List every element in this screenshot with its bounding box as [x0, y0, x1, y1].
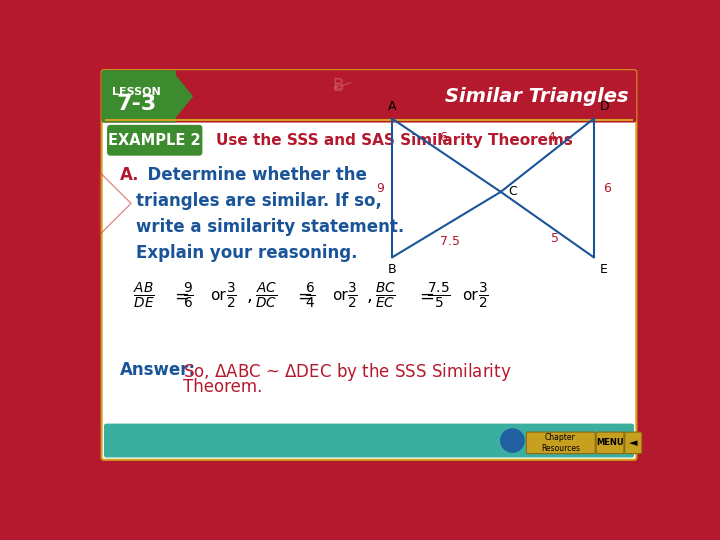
Text: 4: 4: [547, 132, 555, 145]
Text: $\frac{9}{6}$: $\frac{9}{6}$: [183, 281, 194, 311]
Text: Chapter
Resources: Chapter Resources: [541, 433, 580, 453]
Text: C: C: [508, 185, 517, 198]
Text: Answer:: Answer:: [120, 361, 196, 379]
Text: EXAMPLE 2: EXAMPLE 2: [108, 133, 201, 148]
Text: $\frac{3}{2}$: $\frac{3}{2}$: [225, 281, 236, 311]
Circle shape: [500, 428, 525, 453]
Text: Use the SSS and SAS Similarity Theorems: Use the SSS and SAS Similarity Theorems: [216, 133, 573, 148]
Text: E: E: [600, 264, 608, 276]
FancyBboxPatch shape: [107, 125, 202, 156]
FancyBboxPatch shape: [625, 432, 642, 454]
Bar: [104, 72, 634, 120]
Text: $\frac{6}{4}$: $\frac{6}{4}$: [305, 281, 316, 311]
FancyBboxPatch shape: [596, 432, 624, 454]
Text: $\frac{3}{2}$: $\frac{3}{2}$: [477, 281, 488, 311]
Text: LESSON: LESSON: [112, 87, 161, 97]
Text: ,: ,: [246, 287, 252, 305]
Text: D: D: [600, 99, 610, 112]
Text: A.: A.: [120, 166, 139, 185]
Text: 9: 9: [377, 181, 384, 194]
Text: $\frac{7.5}{5}$: $\frac{7.5}{5}$: [427, 281, 451, 311]
Text: A: A: [388, 99, 397, 112]
FancyBboxPatch shape: [104, 423, 634, 457]
Text: Theorem.: Theorem.: [183, 378, 262, 396]
Text: $\frac{AC}{DC}$: $\frac{AC}{DC}$: [255, 281, 277, 311]
Text: ,: ,: [366, 287, 372, 305]
Text: 7.5: 7.5: [441, 235, 460, 248]
FancyBboxPatch shape: [102, 70, 176, 123]
Polygon shape: [104, 72, 193, 120]
Text: Similar Triangles: Similar Triangles: [445, 87, 629, 106]
Text: B: B: [333, 77, 343, 96]
FancyBboxPatch shape: [526, 432, 595, 454]
Text: 5: 5: [551, 232, 559, 245]
Text: $\frac{AB}{DE}$: $\frac{AB}{DE}$: [132, 281, 155, 311]
Text: or: or: [332, 288, 348, 303]
Text: $=$: $=$: [415, 287, 434, 305]
Text: ◄: ◄: [629, 438, 637, 448]
Text: 7-3: 7-3: [117, 94, 157, 114]
Text: 6: 6: [438, 132, 446, 145]
Text: So, $\Delta$ABC ~ $\Delta$DEC by the SSS Similarity: So, $\Delta$ABC ~ $\Delta$DEC by the SSS…: [183, 361, 511, 383]
Text: $\frac{3}{2}$: $\frac{3}{2}$: [347, 281, 358, 311]
Text: Determine whether the
triangles are similar. If so,
write a similarity statement: Determine whether the triangles are simi…: [137, 166, 405, 261]
Text: $=$: $=$: [171, 287, 190, 305]
Text: $\frac{BC}{EC}$: $\frac{BC}{EC}$: [375, 281, 396, 311]
Text: 6: 6: [603, 181, 611, 194]
Text: or: or: [210, 288, 226, 303]
FancyBboxPatch shape: [102, 70, 636, 123]
Text: MENU: MENU: [596, 438, 624, 447]
Text: or: or: [462, 288, 478, 303]
FancyBboxPatch shape: [102, 70, 636, 460]
Text: B: B: [388, 264, 397, 276]
Text: $=$: $=$: [294, 287, 312, 305]
